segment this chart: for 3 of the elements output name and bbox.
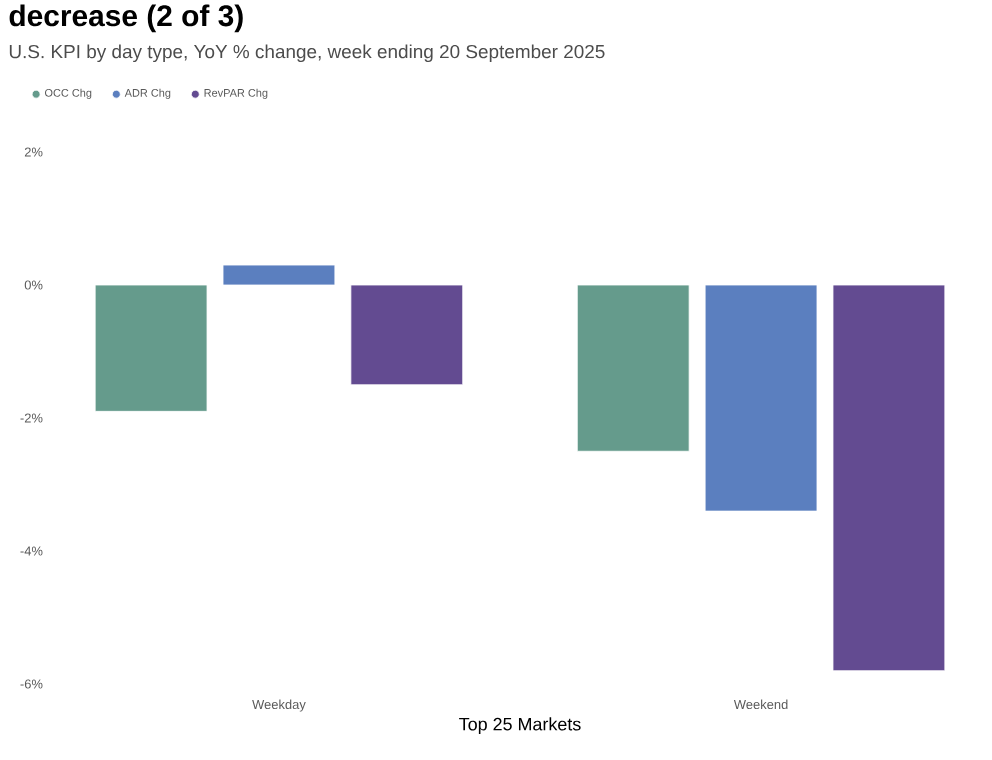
x-axis-title: Top 25 Markets (459, 717, 581, 735)
chart-subtitle: U.S. KPI by day type, YoY % change, week ending 20 September 2025 (9, 44, 605, 63)
chart-title: decrease (2 of 3) (9, 4, 243, 33)
